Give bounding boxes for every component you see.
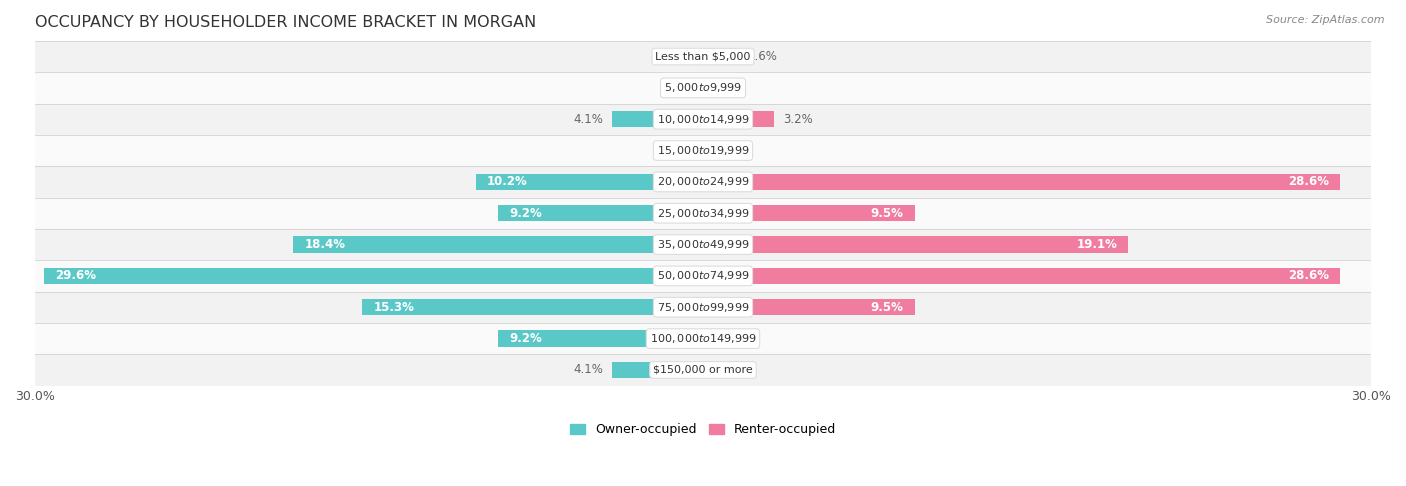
- Bar: [703, 205, 914, 222]
- Text: 4.1%: 4.1%: [572, 364, 603, 377]
- Bar: [35, 104, 1371, 135]
- Text: 9.5%: 9.5%: [870, 301, 904, 314]
- Text: $75,000 to $99,999: $75,000 to $99,999: [657, 301, 749, 314]
- Bar: [35, 198, 1371, 229]
- Text: 0.0%: 0.0%: [711, 332, 741, 345]
- Text: 9.2%: 9.2%: [509, 207, 541, 220]
- Bar: [35, 229, 1371, 260]
- Text: $10,000 to $14,999: $10,000 to $14,999: [657, 113, 749, 126]
- Bar: [363, 299, 703, 315]
- Bar: [703, 49, 738, 65]
- Bar: [35, 354, 1371, 385]
- Text: $50,000 to $74,999: $50,000 to $74,999: [657, 269, 749, 282]
- Bar: [703, 111, 775, 127]
- Bar: [44, 268, 703, 284]
- Text: 0.0%: 0.0%: [665, 144, 695, 157]
- Text: 0.0%: 0.0%: [665, 50, 695, 63]
- Bar: [294, 236, 703, 253]
- Text: 3.2%: 3.2%: [783, 113, 813, 126]
- Text: 9.5%: 9.5%: [870, 207, 904, 220]
- Text: 29.6%: 29.6%: [55, 269, 96, 282]
- Bar: [35, 260, 1371, 292]
- Text: 0.0%: 0.0%: [665, 81, 695, 94]
- Text: Less than $5,000: Less than $5,000: [655, 52, 751, 62]
- Text: 28.6%: 28.6%: [1288, 175, 1329, 189]
- Text: $150,000 or more: $150,000 or more: [654, 365, 752, 375]
- Text: 18.4%: 18.4%: [304, 238, 346, 251]
- Bar: [703, 268, 1340, 284]
- Bar: [35, 135, 1371, 166]
- Legend: Owner-occupied, Renter-occupied: Owner-occupied, Renter-occupied: [565, 418, 841, 441]
- Text: OCCUPANCY BY HOUSEHOLDER INCOME BRACKET IN MORGAN: OCCUPANCY BY HOUSEHOLDER INCOME BRACKET …: [35, 15, 536, 30]
- Text: Source: ZipAtlas.com: Source: ZipAtlas.com: [1267, 15, 1385, 25]
- Text: 1.6%: 1.6%: [748, 50, 778, 63]
- Bar: [703, 174, 1340, 190]
- Bar: [498, 205, 703, 222]
- Text: $100,000 to $149,999: $100,000 to $149,999: [650, 332, 756, 345]
- Text: 4.1%: 4.1%: [572, 113, 603, 126]
- Text: $25,000 to $34,999: $25,000 to $34,999: [657, 207, 749, 220]
- Text: $20,000 to $24,999: $20,000 to $24,999: [657, 175, 749, 189]
- Bar: [703, 236, 1129, 253]
- Text: $15,000 to $19,999: $15,000 to $19,999: [657, 144, 749, 157]
- Bar: [35, 292, 1371, 323]
- Text: 0.0%: 0.0%: [711, 144, 741, 157]
- Bar: [35, 41, 1371, 72]
- Text: 10.2%: 10.2%: [486, 175, 527, 189]
- Bar: [475, 174, 703, 190]
- Bar: [498, 330, 703, 347]
- Bar: [35, 323, 1371, 354]
- Bar: [703, 299, 914, 315]
- Text: $5,000 to $9,999: $5,000 to $9,999: [664, 81, 742, 94]
- Text: 15.3%: 15.3%: [374, 301, 415, 314]
- Text: 0.0%: 0.0%: [711, 364, 741, 377]
- Text: 28.6%: 28.6%: [1288, 269, 1329, 282]
- Text: $35,000 to $49,999: $35,000 to $49,999: [657, 238, 749, 251]
- Text: 19.1%: 19.1%: [1077, 238, 1118, 251]
- Bar: [612, 362, 703, 378]
- Bar: [35, 166, 1371, 198]
- Bar: [35, 72, 1371, 104]
- Bar: [612, 111, 703, 127]
- Text: 9.2%: 9.2%: [509, 332, 541, 345]
- Text: 0.0%: 0.0%: [711, 81, 741, 94]
